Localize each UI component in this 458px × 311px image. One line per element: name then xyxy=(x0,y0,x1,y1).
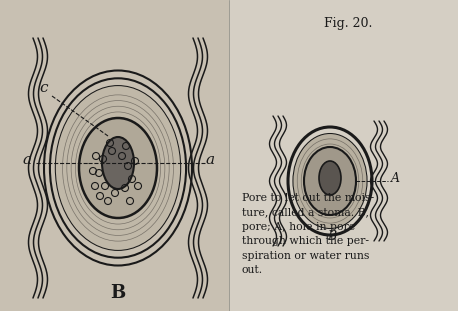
Text: B: B xyxy=(110,284,125,302)
Text: Fig. 20.: Fig. 20. xyxy=(324,17,372,30)
Bar xyxy=(0,0,229,311)
Text: a: a xyxy=(22,153,32,167)
Text: a: a xyxy=(206,153,214,167)
Text: A: A xyxy=(391,173,399,185)
Ellipse shape xyxy=(79,118,157,218)
Text: c: c xyxy=(40,81,48,95)
Ellipse shape xyxy=(56,86,180,250)
Ellipse shape xyxy=(304,147,356,215)
Bar xyxy=(229,0,458,311)
Ellipse shape xyxy=(319,161,341,195)
Text: B: B xyxy=(327,230,337,244)
Text: Pore to let out the mois-
ture, called a stoma. B,
pore; A, hole in pore
through: Pore to let out the mois- ture, called a… xyxy=(242,193,374,275)
Ellipse shape xyxy=(294,134,366,228)
Ellipse shape xyxy=(102,137,134,189)
